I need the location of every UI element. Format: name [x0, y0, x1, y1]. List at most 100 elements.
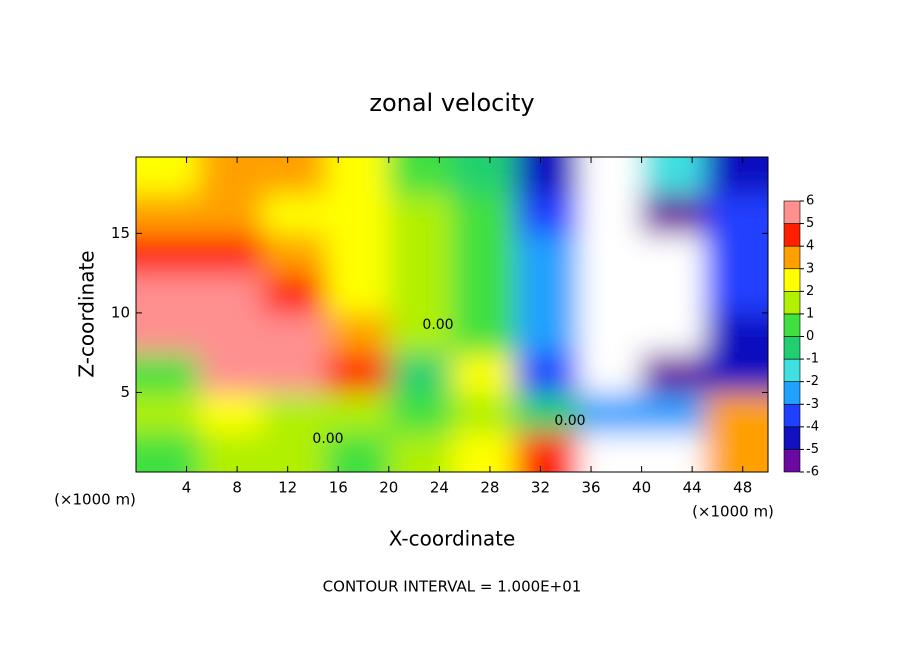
x-tick-label: 24 — [430, 479, 449, 497]
field-cell — [452, 432, 517, 472]
colorbar-swatch — [783, 426, 801, 450]
field-cell — [641, 157, 706, 195]
field-cell — [262, 157, 327, 195]
field-cell — [388, 273, 453, 314]
field-cell — [199, 273, 264, 314]
x-tick-label: 12 — [278, 479, 297, 497]
x-tick-label: 20 — [379, 479, 398, 497]
field-cell — [388, 352, 453, 394]
field-cell — [641, 233, 706, 275]
field-cell — [136, 233, 201, 275]
field-cell — [452, 193, 517, 235]
colorbar-label: -4 — [806, 419, 819, 434]
field-cell — [325, 352, 390, 394]
field-cell — [641, 312, 706, 354]
x-tick-label: 4 — [182, 479, 192, 497]
field-cell — [704, 432, 768, 472]
colorbar-label: 6 — [806, 194, 814, 209]
field-cell — [641, 273, 706, 314]
field-cell — [199, 432, 264, 472]
colorbar-label: 5 — [806, 216, 814, 231]
colorbar-label: -6 — [806, 465, 819, 480]
chart-title: zonal velocity — [369, 89, 534, 117]
colorbar-swatch — [783, 313, 801, 337]
colorbar-label: 4 — [806, 239, 814, 254]
contour-label: 0.00 — [554, 413, 585, 429]
field-cell — [452, 273, 517, 314]
field-cell — [704, 157, 768, 195]
field-cell — [515, 312, 580, 354]
field-cell — [578, 233, 643, 275]
field-cell — [578, 157, 643, 195]
colorbar-label: -3 — [806, 397, 819, 412]
field-cell — [262, 432, 327, 472]
x-axis-label: X-coordinate — [389, 527, 516, 551]
field-cell — [452, 312, 517, 354]
x-tick-label: 44 — [683, 479, 702, 497]
colorbar-label: -5 — [806, 442, 819, 457]
field-cell — [136, 352, 201, 394]
field-cell — [388, 312, 453, 354]
field-cell — [515, 432, 580, 472]
field-cell — [515, 193, 580, 235]
x-tick-label: 36 — [581, 479, 600, 497]
field-cell — [136, 193, 201, 235]
field-cells — [136, 157, 768, 472]
contour-label: 0.00 — [422, 317, 453, 333]
field-cell — [388, 157, 453, 195]
field-cell — [578, 352, 643, 394]
field-cell — [262, 273, 327, 314]
field-cell — [262, 352, 327, 394]
colorbar-label: 2 — [806, 284, 814, 299]
field-cell — [325, 312, 390, 354]
field — [136, 157, 768, 472]
field-cell — [515, 157, 580, 195]
field-cell — [578, 193, 643, 235]
field-cell — [515, 233, 580, 275]
field-cell — [199, 392, 264, 434]
y-axis-label: Z-coordinate — [75, 250, 99, 377]
x-tick-label: 32 — [531, 479, 550, 497]
field-cell — [199, 352, 264, 394]
field-cell — [578, 432, 643, 472]
field-cell — [262, 392, 327, 434]
colorbar-label: 3 — [806, 261, 814, 276]
field-cell — [452, 157, 517, 195]
footer: CONTOUR INTERVAL = 1.000E+01 — [323, 578, 582, 596]
field-cell — [641, 392, 706, 434]
field-cell — [704, 273, 768, 314]
contour-label: 0.00 — [312, 431, 343, 447]
y-tick-label: 5 — [120, 383, 130, 401]
field-cell — [641, 352, 706, 394]
field-cell — [199, 157, 264, 195]
field-cell — [452, 233, 517, 275]
field-cell — [136, 157, 201, 195]
field-cell — [452, 352, 517, 394]
field-cell — [262, 312, 327, 354]
colorbar-label: 0 — [806, 329, 814, 344]
field-cell — [704, 392, 768, 434]
x-tick-label: 48 — [733, 479, 752, 497]
field-cell — [136, 392, 201, 434]
colorbar-swatch — [783, 449, 801, 473]
field-cell — [578, 273, 643, 314]
field-cell — [452, 392, 517, 434]
colorbar-swatch — [783, 291, 801, 315]
field-cell — [704, 312, 768, 354]
field-cell — [388, 193, 453, 235]
colorbar-swatch — [783, 223, 801, 247]
colorbar-label: -1 — [806, 352, 819, 367]
field-cell — [325, 432, 390, 472]
field-cell — [515, 273, 580, 314]
field-cell — [515, 352, 580, 394]
field-cell — [641, 432, 706, 472]
field-cell — [262, 233, 327, 275]
colorbar-swatch — [783, 245, 801, 270]
colorbar-swatch — [783, 268, 801, 292]
colorbar-swatch — [783, 336, 801, 360]
field-cell — [199, 193, 264, 235]
field-cell — [199, 233, 264, 275]
field-cell — [578, 392, 643, 434]
field-cell — [388, 233, 453, 275]
field-cell — [704, 193, 768, 235]
